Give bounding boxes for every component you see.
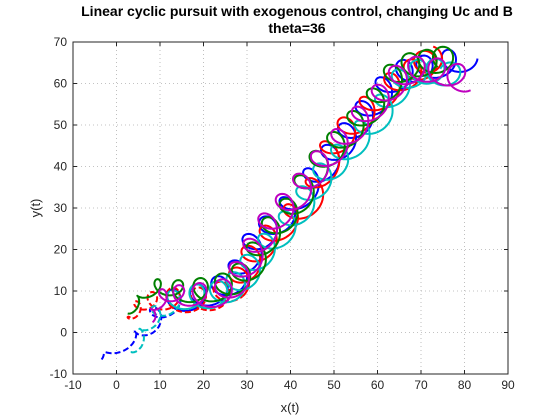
x-tick-label: 80 — [458, 378, 472, 392]
x-tick-label: 20 — [197, 378, 211, 392]
x-tick-label: 70 — [414, 378, 428, 392]
x-tick-label: 50 — [327, 378, 341, 392]
x-tick-label: 0 — [113, 378, 120, 392]
plot-area — [73, 42, 508, 374]
x-axis-label: x(t) — [281, 400, 300, 415]
y-tick-label: 70 — [54, 35, 68, 49]
y-tick-label: 40 — [54, 160, 68, 174]
x-tick-label: -10 — [64, 378, 82, 392]
y-axis-label: y(t) — [28, 199, 43, 218]
y-tick-label: 60 — [54, 77, 68, 91]
y-tick-label: 30 — [54, 201, 68, 215]
y-tick-label: -10 — [50, 367, 68, 381]
y-tick-label: 10 — [54, 284, 68, 298]
chart-title: Linear cyclic pursuit with exogenous con… — [81, 3, 513, 19]
y-tick-label: 20 — [54, 243, 68, 257]
y-tick-label: 0 — [60, 326, 67, 340]
x-tick-label: 60 — [371, 378, 385, 392]
x-tick-label: 90 — [501, 378, 515, 392]
x-tick-label: 30 — [240, 378, 254, 392]
y-tick-label: 50 — [54, 118, 68, 132]
series-3-dashed — [130, 289, 181, 354]
series-3-line — [166, 57, 462, 311]
grid — [73, 42, 508, 374]
chart-subtitle: theta=36 — [268, 20, 325, 36]
x-tick-label: 40 — [284, 378, 298, 392]
series-2-line — [227, 45, 444, 298]
x-tick-label: 10 — [153, 378, 167, 392]
series-1-dashed — [100, 302, 182, 360]
series-layer — [100, 45, 479, 360]
x-ticks: -10 0 10 20 30 40 50 60 70 80 90 — [64, 42, 515, 392]
y-ticks: -10 0 10 20 30 40 50 60 70 — [50, 35, 508, 381]
series-5-line — [149, 55, 471, 324]
